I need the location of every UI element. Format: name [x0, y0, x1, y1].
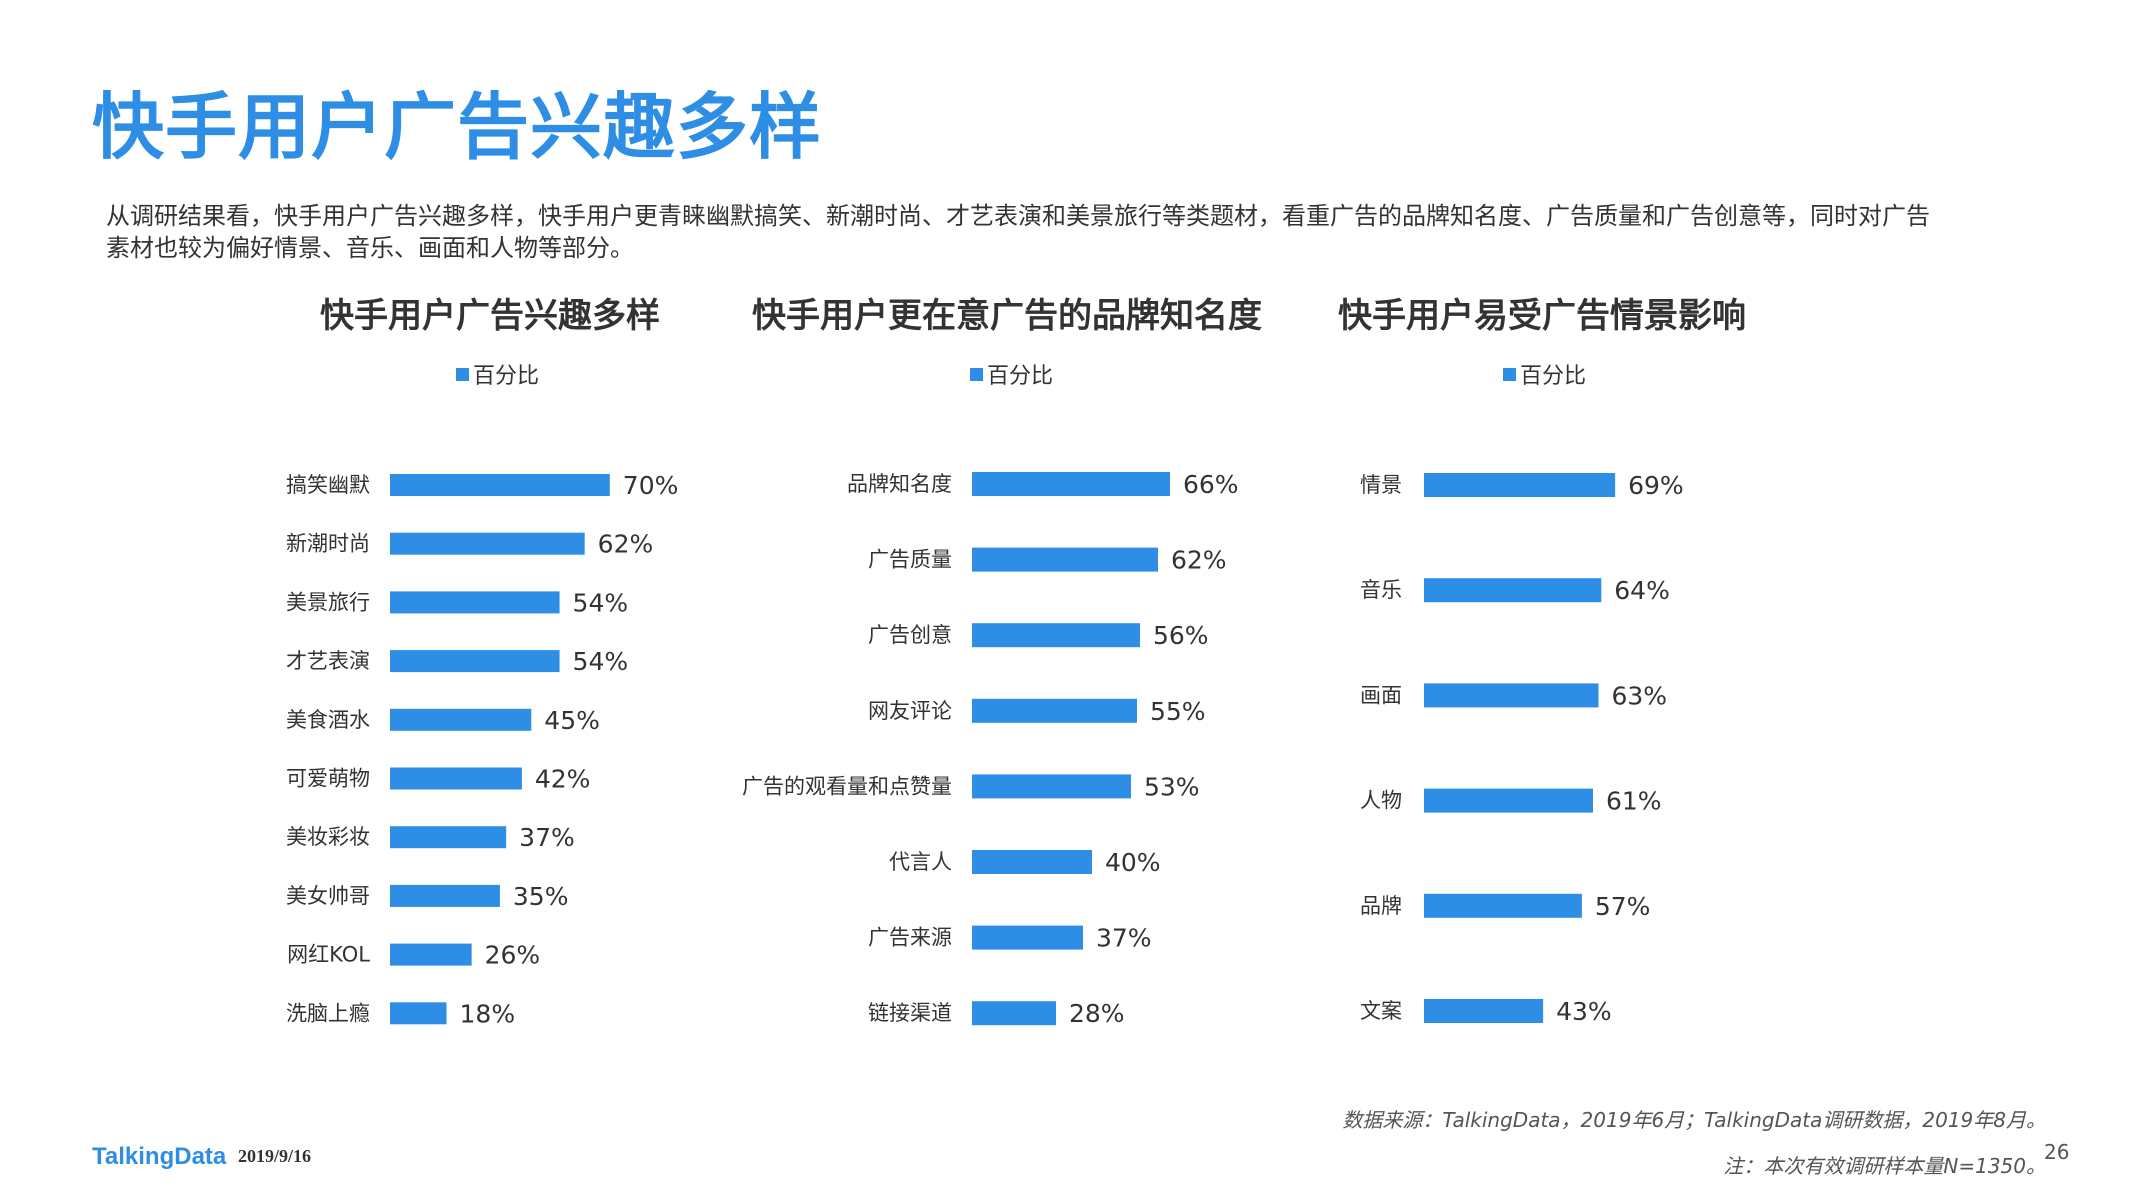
value-label: 40% — [1105, 848, 1161, 877]
chart-3-scene-bars: 情景 69% 音乐 64% 画面 63% 人物 61% 品牌 57% 文案 43% — [1360, 471, 1684, 1026]
value-label: 63% — [1612, 681, 1668, 710]
chart-3-legend-swatch — [1503, 367, 1516, 381]
category-label: 文案 — [1360, 999, 1402, 1023]
category-label: 美食酒水 — [286, 708, 370, 732]
bar — [390, 1002, 447, 1025]
bar — [390, 708, 532, 731]
category-label: 新潮时尚 — [286, 532, 370, 556]
value-label: 45% — [544, 706, 600, 735]
data-source: 数据来源：TalkingData，2019年6月；TalkingData调研数据… — [1342, 1108, 2046, 1132]
bar — [1424, 893, 1582, 918]
value-label: 62% — [598, 530, 654, 559]
value-label: 54% — [573, 647, 629, 676]
bar — [1424, 473, 1616, 497]
value-label: 26% — [485, 941, 541, 970]
category-label: 搞笑幽默 — [286, 473, 370, 497]
bar — [972, 774, 1131, 799]
bar — [390, 767, 522, 790]
intro-line-1: 从调研结果看，快手用户广告兴趣多样，快手用户更青睐幽默搞笑、新潮时尚、才艺表演和… — [106, 202, 1930, 230]
category-label: 广告来源 — [868, 926, 952, 950]
bar — [972, 698, 1137, 723]
bar — [390, 532, 585, 555]
intro-line-2: 素材也较为偏好情景、音乐、画面和人物等部分。 — [106, 234, 634, 262]
value-label: 56% — [1153, 621, 1209, 650]
category-label: 品牌知名度 — [847, 472, 952, 496]
bar — [972, 850, 1092, 874]
sample-note: 注：本次有效调研样本量N=1350。 — [1723, 1154, 2046, 1178]
chart-2-legend-swatch — [970, 367, 983, 381]
bar — [1424, 683, 1599, 708]
value-label: 28% — [1069, 999, 1125, 1028]
value-label: 42% — [535, 765, 591, 794]
category-label: 网友评论 — [868, 699, 952, 723]
category-label: 音乐 — [1360, 578, 1402, 602]
category-label: 链接渠道 — [868, 1001, 952, 1025]
value-label: 53% — [1144, 772, 1200, 801]
bar — [972, 547, 1158, 572]
value-label: 43% — [1556, 997, 1612, 1026]
category-label: 画面 — [1360, 683, 1402, 707]
value-label: 70% — [623, 471, 679, 500]
category-label: 才艺表演 — [286, 649, 370, 673]
bar — [1424, 578, 1602, 603]
value-label: 64% — [1614, 576, 1670, 605]
value-label: 69% — [1628, 471, 1684, 500]
value-label: 37% — [519, 823, 575, 852]
category-label: 美妆彩妆 — [286, 825, 370, 849]
chart-2-title: 快手用户更在意广告的品牌知名度 — [752, 296, 1262, 336]
bar — [390, 884, 500, 907]
category-label: 情景 — [1360, 473, 1402, 497]
value-label: 54% — [573, 588, 629, 617]
chart-1-legend: 百分比 — [456, 358, 539, 390]
category-label: 洗脑上瘾 — [286, 1001, 370, 1025]
category-label: 网红KOL — [287, 943, 370, 967]
chart-1-legend-swatch — [456, 367, 469, 381]
bar — [972, 1001, 1056, 1026]
chart-2-legend: 百分比 — [970, 358, 1053, 390]
value-label: 62% — [1171, 546, 1227, 575]
bar — [390, 943, 472, 966]
value-label: 18% — [460, 999, 516, 1028]
value-label: 37% — [1096, 924, 1152, 953]
bar — [390, 826, 507, 849]
chart-1-legend-label: 百分比 — [473, 364, 540, 389]
chart-1-title: 快手用户广告兴趣多样 — [320, 296, 660, 336]
value-label: 61% — [1606, 787, 1662, 816]
value-label: 55% — [1150, 697, 1206, 726]
category-label: 人物 — [1360, 789, 1402, 813]
category-label: 广告创意 — [868, 623, 952, 647]
bar — [390, 650, 560, 673]
bar — [1424, 788, 1593, 813]
bar — [1424, 999, 1544, 1023]
chart-2-brand-bars: 品牌知名度 66% 广告质量 62% 广告创意 56% 网友评论 55% 广告的观看量和点赞量 5… — [742, 470, 1239, 1028]
chart-2-legend-label: 百分比 — [987, 364, 1054, 389]
value-label: 66% — [1183, 470, 1239, 499]
bar — [972, 472, 1170, 496]
category-label: 代言人 — [889, 850, 952, 874]
chart-1-interest-bars: 搞笑幽默 70% 新潮时尚 62% 美景旅行 54% 才艺表演 54% 美食酒水 45% 可爱萌物 4… — [286, 471, 679, 1028]
category-label: 广告质量 — [868, 548, 952, 572]
talkingdata-logo: TalkingData — [92, 1143, 227, 1170]
category-label: 美景旅行 — [286, 590, 370, 614]
chart-3-legend-label: 百分比 — [1520, 364, 1587, 389]
page-number: 26 — [2044, 1140, 2070, 1164]
intro-paragraph: 从调研结果看，快手用户广告兴趣多样，快手用户更青睐幽默搞笑、新潮时尚、才艺表演和… — [106, 200, 2056, 264]
category-label: 美女帅哥 — [286, 884, 370, 908]
footer-date: 2019/9/16 — [238, 1146, 312, 1166]
value-label: 35% — [513, 882, 569, 911]
bar — [390, 474, 610, 496]
bar — [972, 623, 1140, 648]
category-label: 品牌 — [1360, 894, 1402, 918]
category-label: 可爱萌物 — [286, 767, 370, 791]
bar — [972, 925, 1083, 950]
bar — [390, 591, 560, 614]
page-title: 快手用户广告兴趣多样 — [92, 85, 823, 169]
chart-3-legend: 百分比 — [1503, 358, 1586, 390]
value-label: 57% — [1595, 892, 1651, 921]
chart-3-title: 快手用户易受广告情景影响 — [1338, 296, 1746, 336]
category-label: 广告的观看量和点赞量 — [742, 774, 952, 798]
